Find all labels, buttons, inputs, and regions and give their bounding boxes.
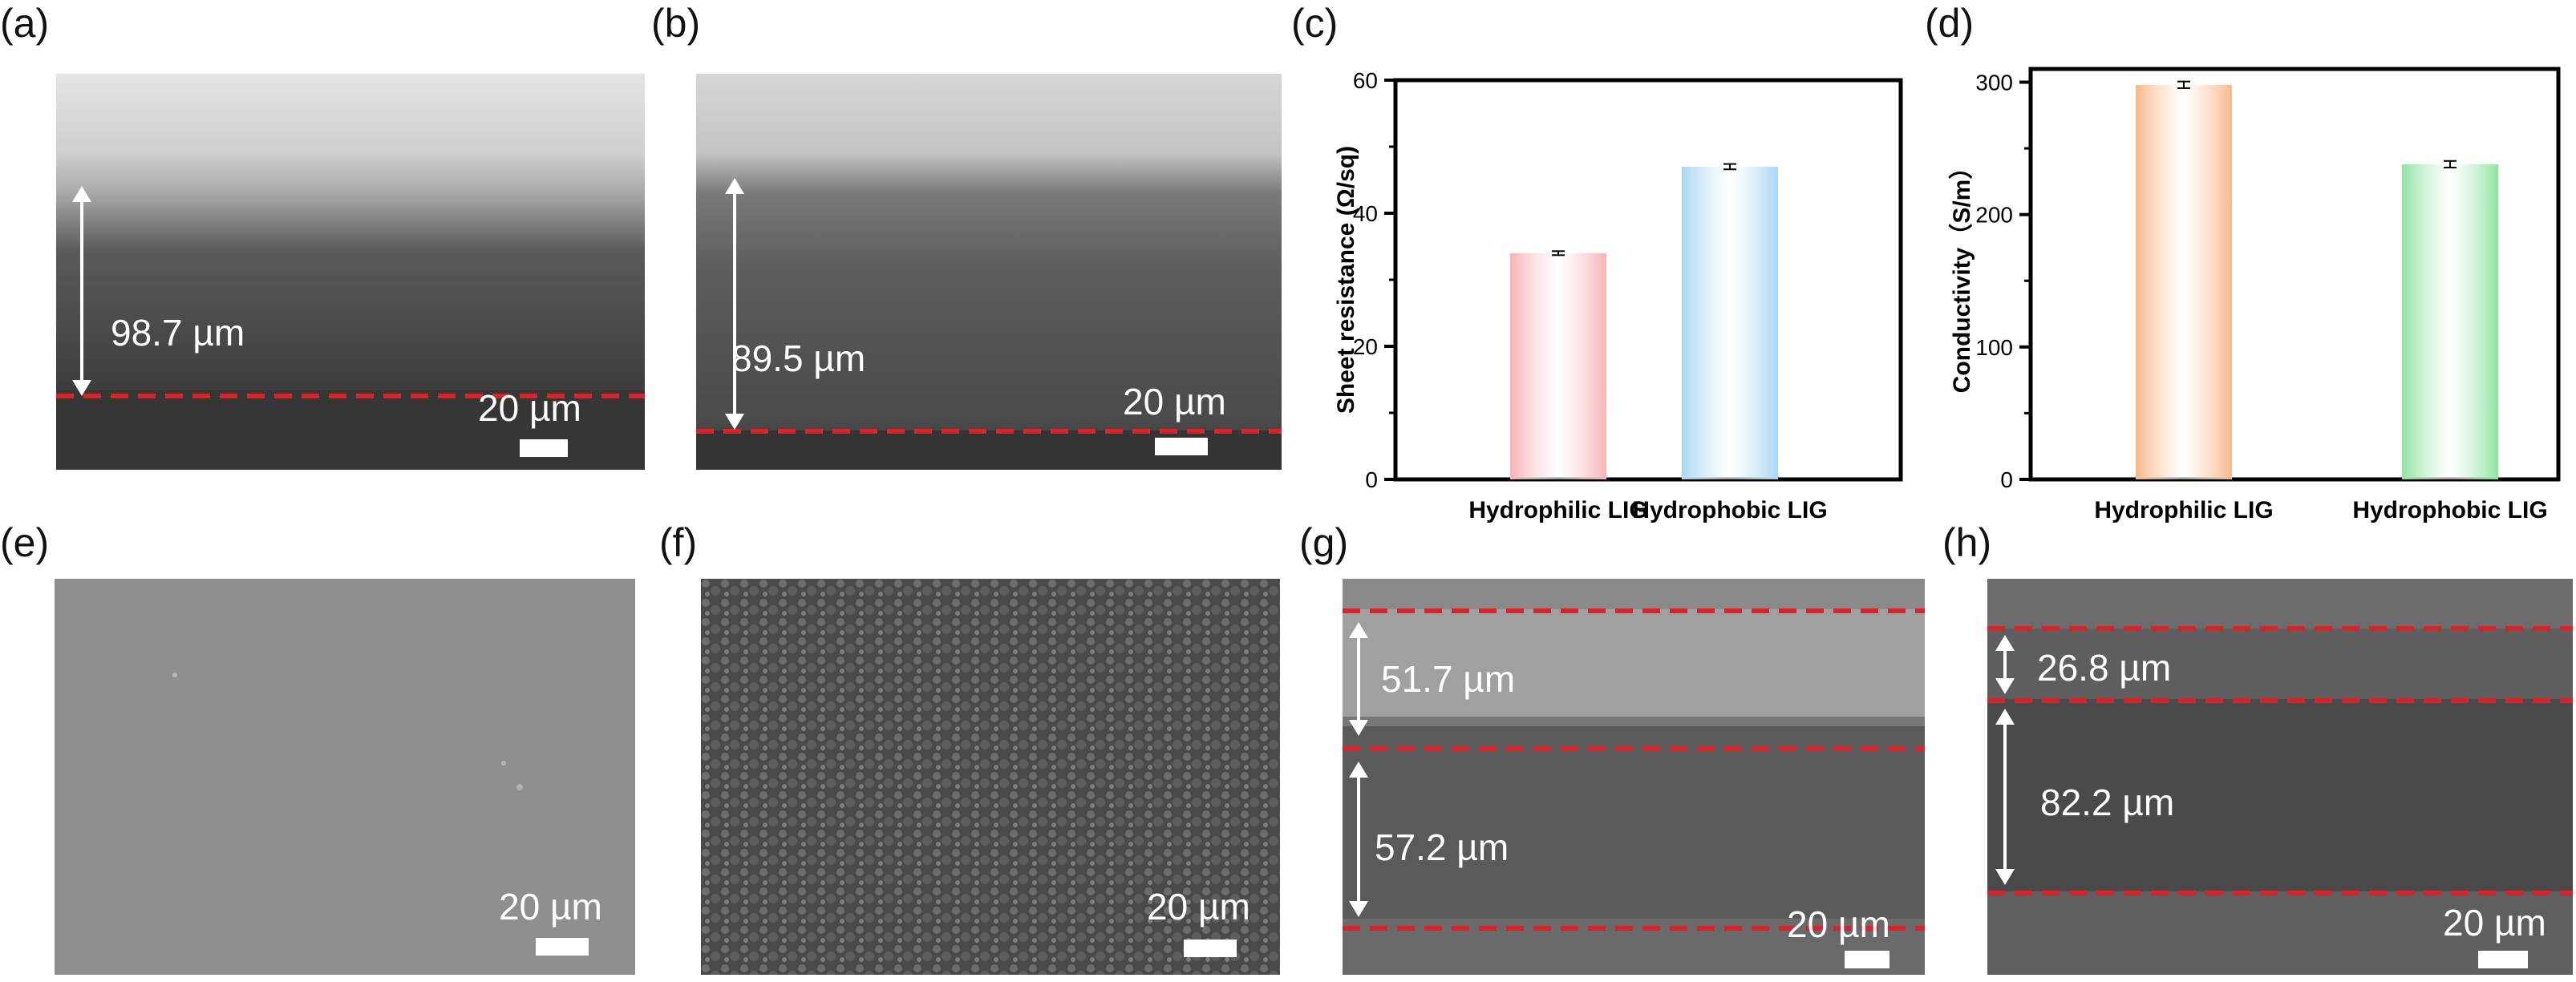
- panel-label-h: (h): [1942, 520, 1992, 565]
- scale-label-e: 20 µm: [499, 886, 602, 927]
- panel-label-e: (e): [0, 520, 50, 565]
- plot-frame-c: [1393, 78, 1903, 482]
- sem-image-a: [56, 74, 645, 470]
- scale-label-f: 20 µm: [1147, 886, 1250, 927]
- sem-image-f: [701, 579, 1280, 975]
- overlay-a: [56, 186, 645, 398]
- scale-label-h: 20 µm: [2443, 902, 2546, 944]
- panel-label-d: (d): [1925, 1, 1975, 46]
- ytick-label-d-300: 300: [1975, 71, 2013, 95]
- bar-c-0: [1510, 253, 1606, 479]
- panel-label-g: (g): [1299, 520, 1349, 565]
- bar-c-1: [1682, 166, 1778, 479]
- scale-bar-e: [536, 938, 589, 956]
- xtick-label-c-1: Hydrophobic LIG: [1632, 497, 1827, 523]
- xtick-label-d-0: Hydrophilic LIG: [2094, 497, 2273, 523]
- scale-label-g: 20 µm: [1787, 903, 1890, 945]
- overlay-g: [1343, 608, 1925, 931]
- xtick-label-d-1: Hydrophobic LIG: [2352, 497, 2547, 523]
- chart-conductivity: Conductivity（S/m） 0 100 200 300 Hydrophilic …: [1948, 67, 2561, 523]
- ytick-label-d-200: 200: [1975, 203, 2013, 228]
- sem-image-g: [1343, 579, 1925, 975]
- ytick-label-c-20: 20: [1353, 334, 1378, 359]
- scale-bar-h: [2478, 951, 2528, 968]
- panel-label-c: (c): [1291, 1, 1339, 46]
- panel-label-a: (a): [0, 1, 50, 46]
- ytick-label-c-60: 60: [1353, 68, 1378, 93]
- thickness-label-h-top: 26.8 µm: [2037, 647, 2172, 689]
- overlay-b: [696, 178, 1282, 434]
- plot-frame-d: [2028, 67, 2561, 482]
- ytick-label-c-0: 0: [1365, 467, 1378, 492]
- ytick-label-d-100: 100: [1975, 335, 2013, 360]
- thickness-label-g-top: 51.7 µm: [1381, 658, 1516, 700]
- scale-bar-f: [1184, 940, 1237, 957]
- bar-d-1: [2402, 164, 2498, 479]
- ytick-label-c-40: 40: [1353, 201, 1378, 226]
- xtick-label-c-0: Hydrophilic LIG: [1468, 497, 1647, 523]
- bar-d-0: [2136, 84, 2232, 480]
- panel-label-b: (b): [651, 1, 701, 46]
- sem-image-b: [696, 74, 1282, 470]
- scale-bar-a: [520, 439, 568, 457]
- panel-label-f: (f): [659, 520, 698, 565]
- scale-bar-g: [1845, 951, 1889, 968]
- ylabel-d: Conductivity（S/m）: [1948, 156, 1975, 394]
- overlay-h: [1987, 626, 2573, 895]
- thickness-label-g-bottom: 57.2 µm: [1375, 826, 1509, 868]
- sem-image-h: [1987, 579, 2573, 975]
- ylabel-c: Sheet resistance (Ω/sq): [1333, 146, 1359, 414]
- scale-label-b: 20 µm: [1123, 381, 1226, 422]
- ytick-label-d-0: 0: [2000, 467, 2013, 492]
- scale-label-a: 20 µm: [478, 387, 581, 429]
- chart-sheet-resistance: Sheet resistance (Ω/sq) 0 20 40 60 Hydrophil…: [1333, 68, 1903, 523]
- thickness-label-h-bottom: 82.2 µm: [2040, 782, 2175, 823]
- thickness-label-b: 89.5 µm: [731, 337, 866, 379]
- thickness-label-a: 98.7 µm: [111, 312, 245, 354]
- sem-image-e: [55, 579, 635, 975]
- scale-bar-b: [1155, 438, 1208, 455]
